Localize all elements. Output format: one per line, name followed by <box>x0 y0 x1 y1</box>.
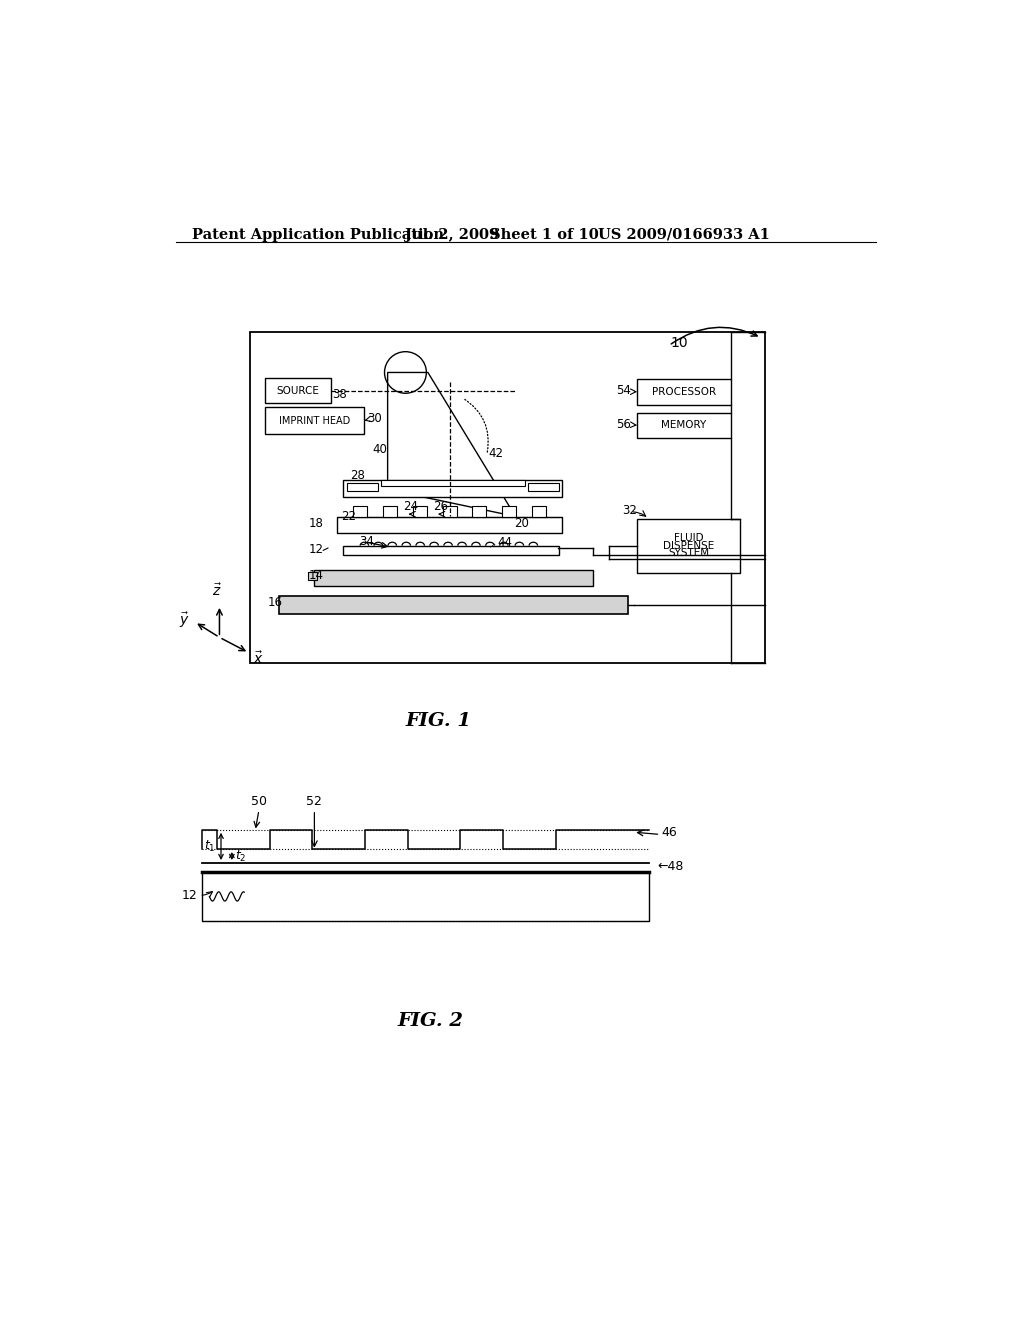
Text: $\vec{x}$: $\vec{x}$ <box>253 651 263 667</box>
Text: 22: 22 <box>341 510 356 523</box>
Text: FIG. 2: FIG. 2 <box>397 1012 463 1030</box>
Bar <box>337 517 562 533</box>
Bar <box>346 483 378 491</box>
Text: 56: 56 <box>616 417 631 430</box>
Text: MEMORY: MEMORY <box>662 420 707 430</box>
Text: Patent Application Publication: Patent Application Publication <box>191 227 443 242</box>
Text: Sheet 1 of 10: Sheet 1 of 10 <box>489 227 599 242</box>
Text: 52: 52 <box>306 795 323 808</box>
Text: 20: 20 <box>514 517 528 529</box>
Text: 12: 12 <box>308 543 324 556</box>
Bar <box>503 507 516 517</box>
Text: 42: 42 <box>488 446 504 459</box>
Text: $t_2$: $t_2$ <box>234 849 247 863</box>
Bar <box>265 378 331 404</box>
Text: 40: 40 <box>372 444 387 455</box>
Text: Jul. 2, 2009: Jul. 2, 2009 <box>406 227 500 242</box>
Bar <box>353 507 367 517</box>
Bar <box>383 507 397 517</box>
Bar <box>314 570 593 586</box>
Text: FIG. 1: FIG. 1 <box>406 711 471 730</box>
Bar <box>381 480 524 487</box>
Text: IMPRINT HEAD: IMPRINT HEAD <box>280 416 350 425</box>
Text: 16: 16 <box>268 597 283 610</box>
Text: $t_1$: $t_1$ <box>204 838 216 854</box>
Bar <box>202 873 649 921</box>
Text: 30: 30 <box>367 412 382 425</box>
Text: 14: 14 <box>308 569 324 582</box>
Bar <box>637 379 731 405</box>
Bar <box>265 407 365 434</box>
Bar <box>308 572 317 579</box>
Text: FLUID: FLUID <box>674 533 703 543</box>
Text: US 2009/0166933 A1: US 2009/0166933 A1 <box>598 227 770 242</box>
Text: 28: 28 <box>349 469 365 482</box>
Text: 34: 34 <box>359 535 374 548</box>
Text: PROCESSOR: PROCESSOR <box>652 387 716 397</box>
Bar <box>637 413 731 438</box>
Text: 24: 24 <box>403 499 419 512</box>
Bar <box>250 331 765 663</box>
Text: SYSTEM: SYSTEM <box>668 548 710 558</box>
Bar <box>343 480 562 498</box>
Bar <box>528 483 559 491</box>
Text: 18: 18 <box>308 517 324 529</box>
Text: 32: 32 <box>623 504 637 517</box>
Bar <box>637 519 740 573</box>
Text: 26: 26 <box>433 499 447 512</box>
Bar <box>472 507 486 517</box>
Bar <box>413 507 427 517</box>
Text: 46: 46 <box>662 825 677 838</box>
Text: ←48: ←48 <box>657 859 684 873</box>
Bar <box>442 507 457 517</box>
Text: 54: 54 <box>616 384 631 397</box>
Text: 12: 12 <box>182 888 198 902</box>
Text: 10: 10 <box>671 337 688 350</box>
Bar <box>532 507 546 517</box>
Text: 50: 50 <box>251 795 267 808</box>
Text: 38: 38 <box>333 388 347 400</box>
Text: $\vec{y}$: $\vec{y}$ <box>179 611 190 630</box>
Text: $\vec{z}$: $\vec{z}$ <box>212 582 222 599</box>
Text: 44: 44 <box>497 536 512 549</box>
Bar <box>343 545 559 554</box>
Text: DISPENSE: DISPENSE <box>664 541 715 550</box>
Bar <box>280 595 628 614</box>
Text: SOURCE: SOURCE <box>276 385 319 396</box>
